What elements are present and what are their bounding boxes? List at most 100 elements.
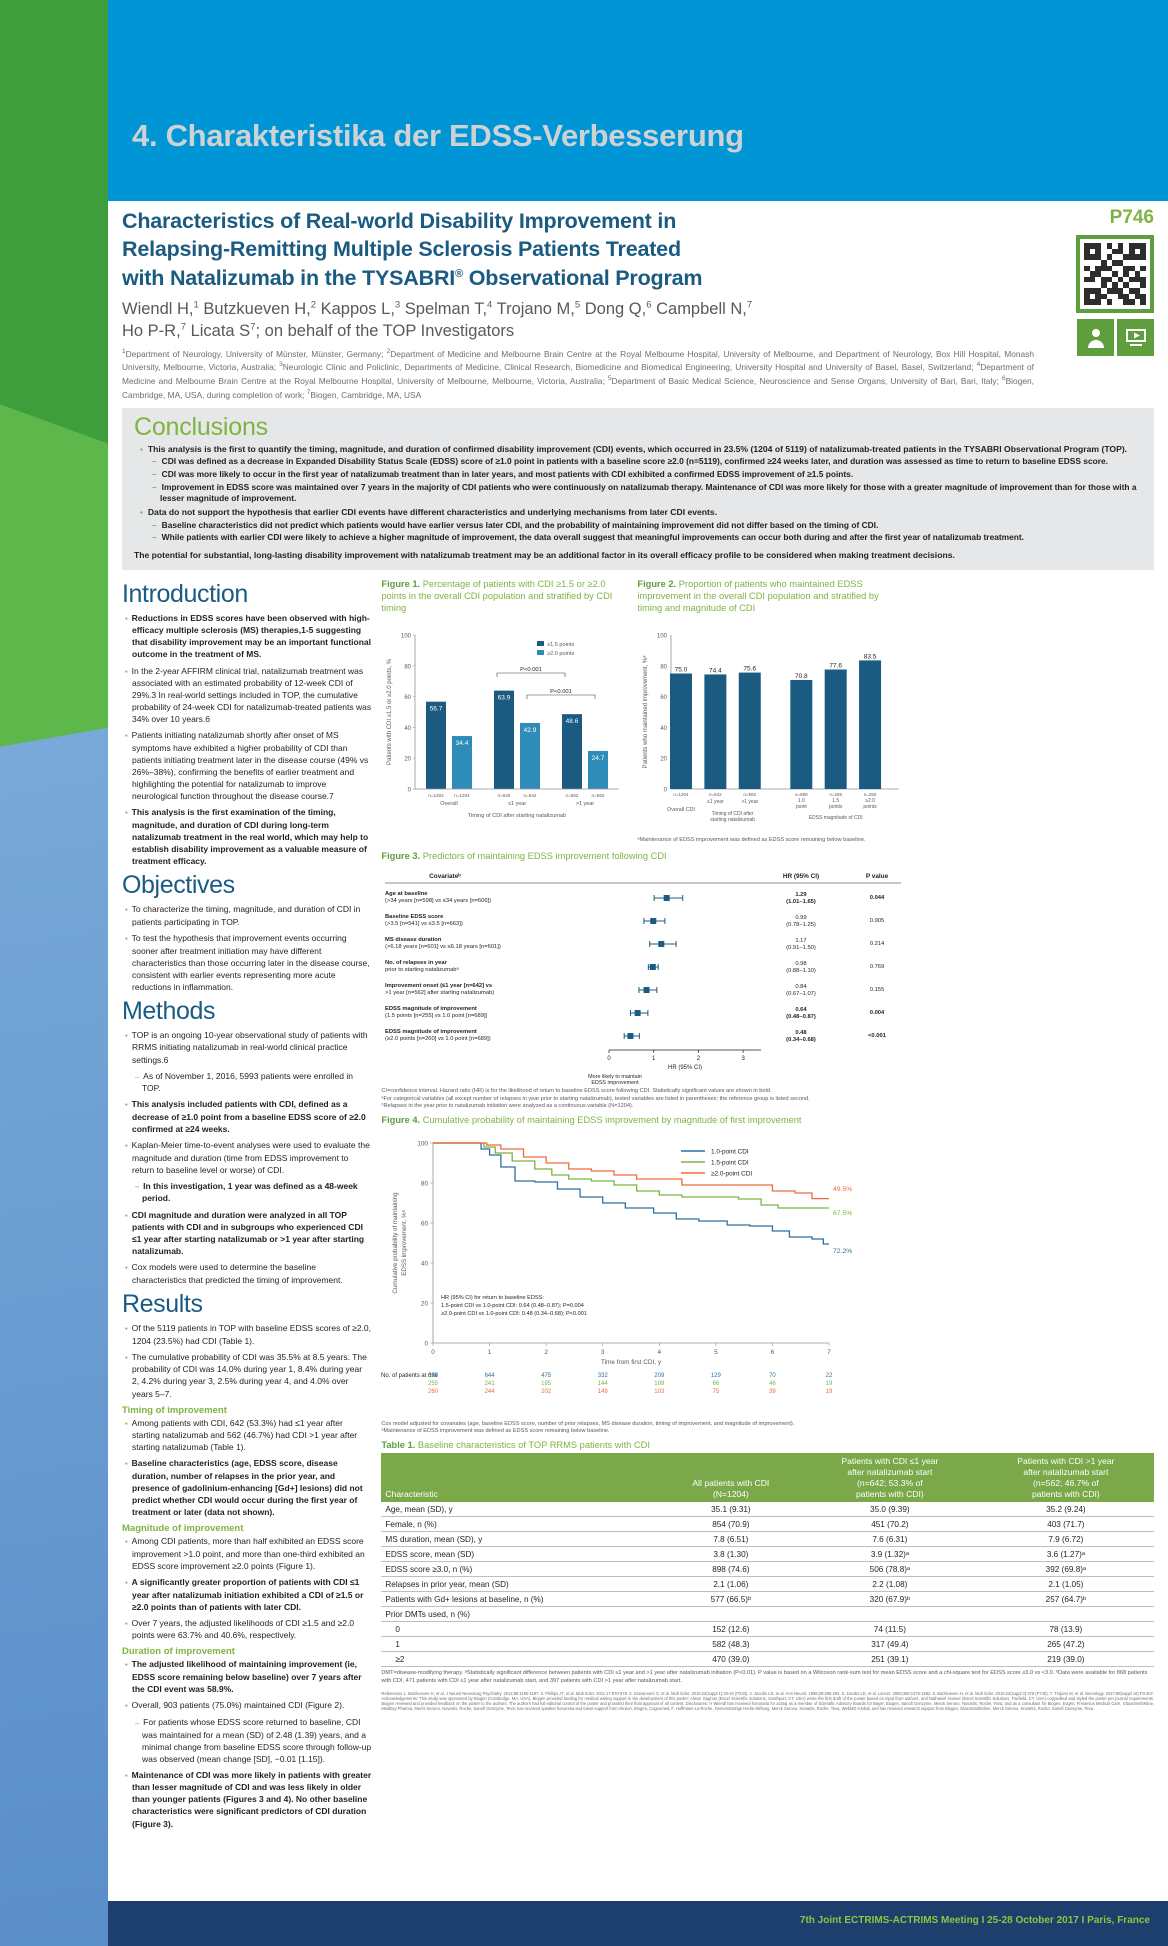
svg-text:60: 60 [405, 695, 412, 701]
svg-text:EDSS magnitude of improvement: EDSS magnitude of improvement [385, 1029, 477, 1035]
poster-header-left: Characteristics of Real-world Disability… [122, 207, 1044, 402]
svg-text:75.0: 75.0 [675, 666, 688, 673]
baseline-characteristics-table: Characteristic All patients with CDI (N=1… [381, 1453, 1154, 1668]
table-cell-value: 219 (39.0) [977, 1651, 1154, 1668]
table-cell-label: Age, mean (SD), y [381, 1502, 660, 1518]
risk-count: 689 [428, 1373, 439, 1379]
svg-text:point: point [796, 804, 807, 810]
svg-text:0.98: 0.98 [796, 961, 807, 967]
svg-text:72.2%: 72.2% [833, 1248, 852, 1255]
figure-2-chart: Patients who maintained improvement, %ᵃ 0… [643, 633, 900, 823]
slide-footer-band [108, 1901, 1168, 1946]
table-1-label: Table 1. [381, 1440, 416, 1451]
table-header-cdi-le1y: Patients with CDI ≤1 year after natalizum… [801, 1453, 978, 1503]
svg-text:80: 80 [421, 1180, 429, 1187]
svg-text:100: 100 [657, 633, 668, 639]
table-cell-label: EDSS score ≥3.0, n (%) [381, 1561, 660, 1578]
svg-text:1.5: 1.5 [833, 798, 840, 804]
person-icon[interactable] [1077, 319, 1114, 356]
table-row: Age, mean (SD), y 35.1 (9.31) 35.0 (9.39) 3… [381, 1502, 1154, 1518]
risk-count: 66 [713, 1381, 720, 1387]
table-cell-value: 898 (74.6) [659, 1561, 802, 1578]
svg-text:40: 40 [405, 726, 412, 732]
affiliations: 1Department of Neurology, University of … [122, 347, 1035, 400]
svg-text:EDSS improvement, %ᵃ: EDSS improvement, %ᵃ [401, 1209, 408, 1275]
footer-meeting-info: 7th Joint ECTRIMS-ACTRIMS Meeting I 25-2… [800, 1915, 1150, 1926]
table-header-cdi-gt1y: Patients with CDI >1 year after natalizum… [977, 1453, 1154, 1503]
methods-heading: Methods [122, 996, 216, 1025]
svg-text:(≥2.0 points [n=260] vs 1.0 po: (≥2.0 points [n=260] vs 1.0 point [n=689… [385, 1036, 491, 1042]
svg-text:≥2.0-point CDI: ≥2.0-point CDI [711, 1170, 752, 1177]
svg-text:20: 20 [661, 756, 668, 762]
svg-text:(0.67–1.07): (0.67–1.07) [787, 991, 817, 997]
svg-text:24.7: 24.7 [592, 755, 605, 762]
svg-text:Patients who maintained improv: Patients who maintained improvement, %ᵃ [643, 655, 649, 768]
author-list: Wiendl H,1 Butzkueven H,2 Kappos L,3 Spe… [122, 298, 1034, 343]
svg-text:prior to starting natalizumabᵃ: prior to starting natalizumabᵃ [385, 967, 460, 973]
table-header-characteristic: Characteristic [381, 1453, 660, 1503]
forest-marker [643, 987, 650, 994]
svg-text:1: 1 [652, 1056, 656, 1062]
svg-text:Timing of CDI after: Timing of CDI after [712, 811, 754, 817]
svg-text:n=642: n=642 [709, 792, 722, 797]
table-1-caption: Table 1. Baseline characteristics of TOP… [381, 1439, 1154, 1451]
body-paragraph: Among CDI patients, more than half exhib… [122, 1535, 371, 1572]
poster-body: Introduction Reductions in EDSS scores h… [122, 578, 1154, 1834]
title-line-1: Characteristics of Real-world Disability… [122, 209, 677, 233]
svg-text:83.5: 83.5 [864, 653, 877, 660]
table-row: Female, n (%) 854 (70.9) 451 (70.2) 403 (71… [381, 1516, 1154, 1533]
table-cell-label: Relapses in prior year, mean (SD) [381, 1576, 660, 1593]
km-curve [433, 1141, 830, 1209]
forest-marker [664, 895, 671, 902]
footer-meeting-text: 7th Joint ECTRIMS-ACTRIMS Meeting I 25-2… [799, 1915, 1150, 1926]
figure-1-label: Figure 1. [381, 578, 421, 589]
qr-code[interactable] [1076, 235, 1154, 313]
svg-text:n=1204: n=1204 [455, 793, 471, 798]
km-curve [433, 1141, 830, 1245]
poster-sheet: Characteristics of Real-world Disability… [108, 201, 1168, 1901]
svg-text:points: points [829, 804, 843, 810]
forest-marker [635, 1010, 642, 1017]
svg-text:n=260: n=260 [864, 792, 877, 797]
body-paragraph: Kaplan-Meier time-to-event analyses were… [122, 1139, 371, 1176]
table-cell-value: 7.9 (6.72) [977, 1531, 1154, 1548]
risk-count: 241 [485, 1381, 496, 1387]
svg-text:48.6: 48.6 [566, 718, 579, 725]
video-play-icon[interactable] [1117, 319, 1154, 356]
risk-count: 144 [598, 1381, 609, 1387]
table-row: Relapses in prior year, mean (SD) 2.1 (1.… [381, 1576, 1154, 1593]
figure-3-label: Figure 3. [381, 851, 421, 862]
svg-text:40: 40 [421, 1260, 429, 1267]
figure-1-caption: Figure 1. Percentage of patients with CD… [381, 578, 623, 615]
svg-text:67.5%: 67.5% [833, 1210, 852, 1217]
figure-3-notes: CI=confidence interval. Hazard ratio (HR… [381, 1088, 1154, 1110]
conclusions-panel: Conclusions This analysis is the first t… [122, 407, 1154, 570]
table-cell-value: 392 (69.8)ᵃ [977, 1561, 1154, 1578]
svg-text:1.5-point CDI vs 1.0-point CDI: 1.5-point CDI vs 1.0-point CDI: 0.64 (0.… [441, 1303, 584, 1309]
slide-title: 4. Charakteristika der EDSS-Verbesserung [132, 118, 744, 153]
table-row: Patients with Gd+ lesions at baseline, n… [381, 1591, 1154, 1608]
risk-count: 22 [826, 1373, 833, 1379]
svg-text:<0.001: <0.001 [868, 1033, 887, 1039]
table-cell-value [977, 1606, 1154, 1623]
svg-text:Improvement onset (≤1 year [n=: Improvement onset (≤1 year [n=642] vs [385, 983, 492, 989]
svg-text:0: 0 [664, 787, 668, 793]
svg-text:Time from first CDI, y: Time from first CDI, y [601, 1359, 662, 1366]
svg-text:Age at baseline: Age at baseline [385, 891, 428, 897]
body-paragraph: Cox models were used to determine the ba… [122, 1261, 371, 1286]
figure-2-bar [790, 679, 813, 789]
svg-text:2: 2 [545, 1349, 549, 1356]
conclusion-bullet: While patients with earlier CDI were lik… [134, 532, 1142, 544]
risk-count: 332 [598, 1373, 609, 1379]
svg-text:≥2.0 points: ≥2.0 points [547, 651, 575, 657]
svg-text:40: 40 [661, 726, 668, 732]
figure-2-label: Figure 2. [637, 578, 677, 589]
poster-header: Characteristics of Real-world Disability… [122, 207, 1154, 402]
svg-text:1.5-point CDI: 1.5-point CDI [711, 1159, 749, 1166]
body-paragraph: Over 7 years, the adjusted likelihoods o… [122, 1617, 371, 1642]
svg-text:Patients with CDI ≥1.5 or ≥2.0: Patients with CDI ≥1.5 or ≥2.0 points, % [387, 658, 393, 765]
table-cell-value: 74 (11.5) [801, 1621, 978, 1638]
table-cell-value: 3.6 (1.27)ᵃ [977, 1546, 1154, 1563]
title-line-3: with Natalizumab in the TYSABRI® Observa… [122, 265, 703, 290]
svg-text:No. of relapses in year: No. of relapses in year [385, 960, 448, 966]
